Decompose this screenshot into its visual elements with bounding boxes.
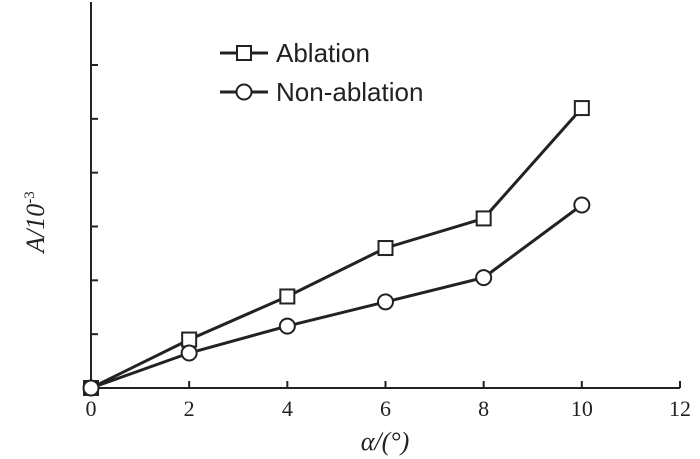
- y-axis-label: A/10-3: [21, 191, 50, 255]
- legend-label-circle: Non-ablation: [276, 77, 423, 107]
- data-point-square: [573, 100, 590, 117]
- legend-marker-square: [236, 45, 252, 61]
- x-tick-label: 4: [282, 396, 293, 421]
- axes: 0 2 4 6 8 10 12: [86, 2, 691, 421]
- legend-label-square: Ablation: [276, 38, 370, 68]
- series-line-circle: [90, 203, 583, 390]
- data-point-circle: [180, 344, 198, 362]
- data-point-circle: [573, 196, 591, 214]
- y-axis-label-text: A/10: [21, 204, 50, 255]
- x-tick-label: 10: [571, 396, 593, 421]
- x-tick-label: 12: [669, 396, 691, 421]
- x-tick-label: 6: [380, 396, 391, 421]
- x-tick-label: 8: [478, 396, 489, 421]
- legend: Ablation Non-ablation: [220, 38, 423, 107]
- data-point-circle: [82, 379, 100, 397]
- data-point-square: [279, 288, 296, 305]
- x-tick-label: 0: [86, 396, 97, 421]
- x-axis-label: α/(°): [361, 427, 410, 456]
- data-point-square: [181, 331, 198, 348]
- legend-marker-circle: [235, 83, 253, 101]
- series-layer: [82, 100, 591, 397]
- data-point-square: [475, 210, 492, 227]
- x-tick-label: 2: [184, 396, 195, 421]
- data-point-circle: [475, 269, 493, 287]
- y-axis-label-exponent: -3: [22, 191, 38, 204]
- data-point-circle: [278, 317, 296, 335]
- data-point-circle: [377, 293, 394, 311]
- series-line-square: [90, 107, 583, 390]
- data-point-square: [377, 240, 394, 257]
